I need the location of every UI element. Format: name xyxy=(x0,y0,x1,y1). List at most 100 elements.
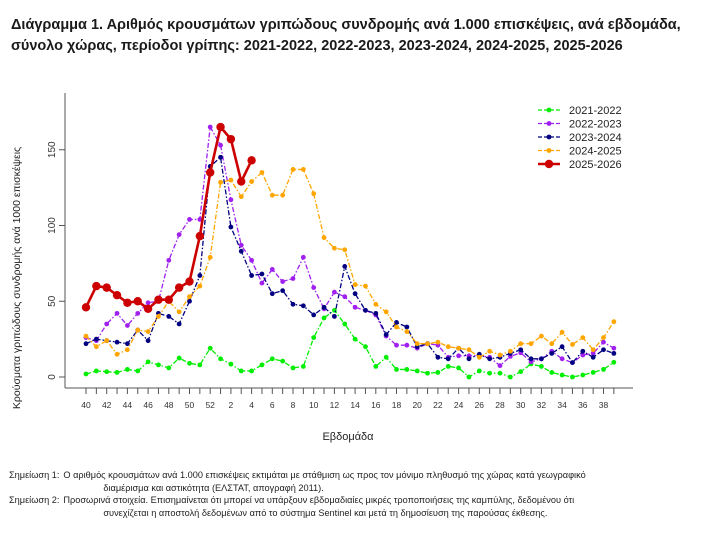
data-point xyxy=(83,333,89,339)
data-point xyxy=(125,341,130,347)
legend-swatch-marker xyxy=(546,148,552,153)
data-point xyxy=(580,372,586,378)
data-point xyxy=(425,341,430,347)
data-point xyxy=(321,315,327,321)
y-tick-label: 0 xyxy=(47,374,58,380)
data-point xyxy=(539,356,544,362)
data-point xyxy=(290,301,296,307)
data-point xyxy=(259,271,265,277)
data-point xyxy=(507,374,513,380)
data-point xyxy=(507,348,513,354)
data-point xyxy=(466,374,472,380)
data-point xyxy=(414,341,420,347)
data-point xyxy=(145,300,151,306)
series-line xyxy=(85,156,615,364)
data-point xyxy=(238,368,244,374)
chart-title-line-2: σύνολο χώρας, περίοδοι γρίπης: 2021-2022… xyxy=(11,38,623,54)
footnote-1-line-2: διαμέρισμα και αστικότητα (ΕΛΣΤΑΤ, απογρ… xyxy=(103,482,324,493)
data-point xyxy=(93,368,99,374)
data-point xyxy=(394,320,399,325)
data-point xyxy=(445,363,451,369)
data-point xyxy=(237,177,246,186)
data-point xyxy=(135,327,141,333)
data-point xyxy=(143,304,153,314)
data-point xyxy=(528,341,534,347)
x-tick-label: 18 xyxy=(392,400,402,410)
data-point xyxy=(342,321,348,327)
data-point xyxy=(590,350,596,356)
x-tick-label: 44 xyxy=(123,400,133,410)
data-point xyxy=(425,370,430,376)
data-point xyxy=(487,348,493,354)
x-tick-label: 36 xyxy=(578,400,588,410)
data-point xyxy=(476,354,482,360)
data-point xyxy=(332,245,337,251)
data-point xyxy=(216,122,225,132)
data-point xyxy=(218,142,223,148)
data-point xyxy=(559,356,565,362)
data-point xyxy=(269,192,275,198)
data-point xyxy=(332,314,337,319)
series-2021-2022 xyxy=(83,307,617,380)
data-point xyxy=(445,356,451,362)
legend-swatch-marker xyxy=(546,121,552,126)
data-point xyxy=(133,297,142,306)
data-point xyxy=(197,362,203,368)
data-point xyxy=(570,374,575,380)
data-point xyxy=(580,352,586,358)
data-point xyxy=(238,248,244,254)
data-point xyxy=(207,124,213,130)
data-point xyxy=(83,371,89,377)
data-point xyxy=(166,257,172,263)
data-point xyxy=(363,307,368,313)
data-point xyxy=(207,345,213,351)
data-point xyxy=(164,295,173,304)
data-point xyxy=(590,370,596,375)
data-point xyxy=(383,332,389,337)
data-point xyxy=(518,341,524,347)
data-point xyxy=(528,356,534,362)
data-point xyxy=(518,347,524,353)
x-tick-label: 16 xyxy=(371,400,381,410)
data-point xyxy=(280,288,286,294)
data-point xyxy=(518,369,524,375)
data-point xyxy=(342,247,348,253)
data-point xyxy=(228,197,234,203)
footnotes: Σημείωση 1: Ο αριθμός κρουσμάτων ανά 1.0… xyxy=(9,469,699,519)
data-point xyxy=(352,291,358,297)
data-point xyxy=(114,339,120,345)
legend-swatch-marker xyxy=(546,134,552,140)
x-tick-label: 42 xyxy=(102,400,112,410)
x-tick-label: 10 xyxy=(309,400,319,410)
data-point xyxy=(570,360,575,366)
series-2024-2025 xyxy=(83,167,617,360)
data-point xyxy=(394,367,399,372)
series-line xyxy=(85,124,615,367)
data-point xyxy=(466,347,472,353)
data-point xyxy=(311,191,317,197)
x-tick-label: 50 xyxy=(185,400,195,410)
data-point xyxy=(280,279,286,284)
data-point xyxy=(487,356,493,362)
data-point xyxy=(539,333,544,339)
data-point xyxy=(228,224,234,230)
data-point xyxy=(559,372,565,378)
data-point xyxy=(290,276,296,281)
y-tick-label: 100 xyxy=(47,217,58,234)
footnote-2-line-2: συνεχίζεται η αποστολή δεδομένων από το … xyxy=(103,507,548,518)
data-point xyxy=(611,350,617,356)
chart-title: Διάγραμμα 1. Αριθμός κρουσμάτων γριπώδου… xyxy=(11,15,701,57)
data-point xyxy=(114,351,120,357)
footnote-1-label: Σημείωση 1: xyxy=(9,470,60,480)
x-tick-label: 40 xyxy=(81,400,91,410)
data-point xyxy=(311,312,317,318)
x-tick-label: 4 xyxy=(249,400,254,410)
data-point xyxy=(259,170,265,175)
x-tick-label: 6 xyxy=(270,400,275,410)
legend-label: 2025-2026 xyxy=(569,159,622,171)
data-point xyxy=(187,294,192,300)
x-tick-label: 20 xyxy=(412,400,422,410)
data-point xyxy=(476,368,482,374)
data-point xyxy=(83,341,89,347)
